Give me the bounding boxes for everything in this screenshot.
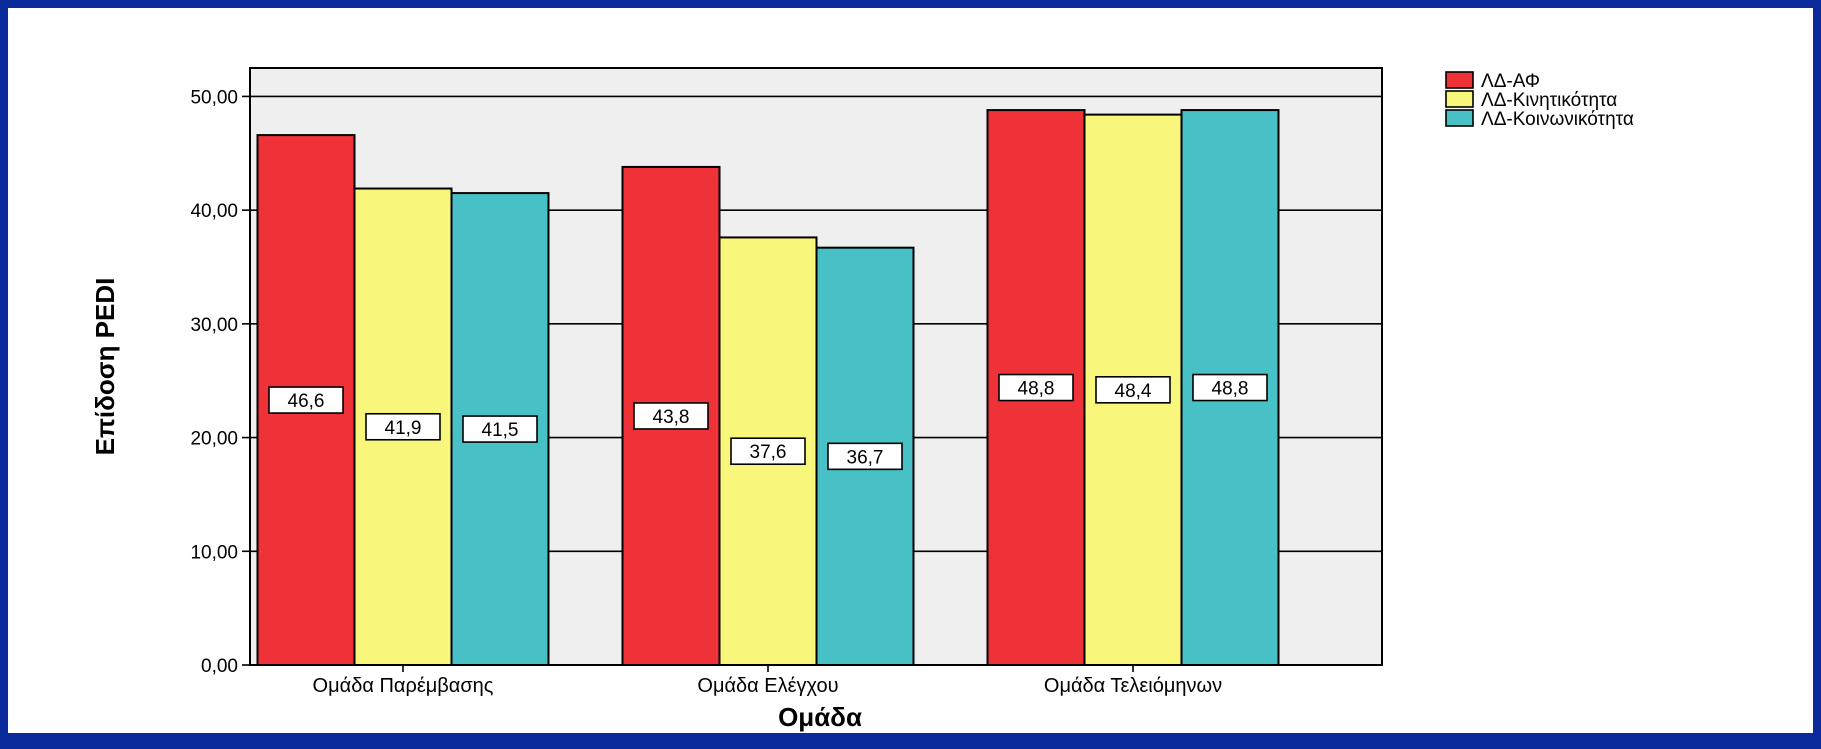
data-label: 41,5 <box>462 415 538 443</box>
x-axis-categories: Ομάδα Παρέμβασης Ομάδα Ελέγχου Ομάδα Τελει… <box>313 665 1222 697</box>
y-tick-label: 20,00 <box>190 429 238 450</box>
data-label-box <box>827 442 903 471</box>
y-tick-label: 30,00 <box>190 315 238 336</box>
data-label-box <box>462 415 538 443</box>
data-label: 37,6 <box>730 437 806 466</box>
data-label: 36,7 <box>827 442 903 471</box>
data-label-box <box>730 437 806 466</box>
y-tick-label: 10,00 <box>190 542 238 563</box>
data-label-box <box>998 373 1074 402</box>
x-axis-title: Ομάδα <box>778 702 862 732</box>
data-label-box <box>1095 376 1171 404</box>
legend-swatch <box>1445 109 1474 127</box>
data-label: 48,8 <box>998 373 1074 402</box>
y-tick-label: 40,00 <box>190 201 238 222</box>
y-axis-ticks: 0,00 10,00 20,00 30,00 40,00 50,00 <box>190 87 250 677</box>
data-label-text: 48,4 <box>1115 381 1152 402</box>
data-label: 41,9 <box>365 412 441 441</box>
data-label-box <box>268 386 344 414</box>
data-label-text: 41,5 <box>482 420 519 441</box>
data-label-box <box>633 402 709 430</box>
data-label-box <box>1192 373 1268 402</box>
x-category-label: Ομάδα Παρέμβασης <box>313 675 494 697</box>
y-tick-label: 0,00 <box>201 656 238 677</box>
data-label-text: 48,8 <box>1212 379 1249 400</box>
data-label: 48,8 <box>1192 373 1268 402</box>
bar-chart: 0,00 10,00 20,00 30,00 40,00 50,00 Ομάδα Παρέ… <box>90 67 1634 732</box>
data-label-box <box>365 412 441 441</box>
data-label-text: 43,8 <box>653 407 690 428</box>
x-category-label: Ομάδα Τελειόμηνων <box>1044 675 1222 697</box>
data-label: 46,6 <box>268 386 344 414</box>
y-axis-title: Επίδοση PEDI <box>90 278 120 456</box>
y-tick-label: 50,00 <box>190 87 238 108</box>
legend-swatch <box>1445 90 1474 108</box>
data-label-text: 37,6 <box>750 442 787 463</box>
legend-swatch <box>1445 71 1474 89</box>
data-label: 43,8 <box>633 402 709 430</box>
data-labels: 46,6 41,9 41,5 43,8 37,6 36,7 48,8 48,4 48,8 <box>268 373 1268 471</box>
data-label-text: 41,9 <box>385 418 422 439</box>
data-label-text: 48,8 <box>1018 379 1055 400</box>
legend-label: ΛΔ-Κινητικότητα <box>1481 90 1617 111</box>
data-label-text: 36,7 <box>847 447 884 468</box>
data-label-text: 46,6 <box>288 391 325 412</box>
plot-frame <box>249 67 1383 666</box>
data-label: 48,4 <box>1095 376 1171 404</box>
legend-label: ΛΔ-Κοινωνικότητα <box>1481 109 1634 130</box>
legend-label: ΛΔ-ΑΦ <box>1481 71 1540 92</box>
x-category-label: Ομάδα Ελέγχου <box>697 675 838 697</box>
